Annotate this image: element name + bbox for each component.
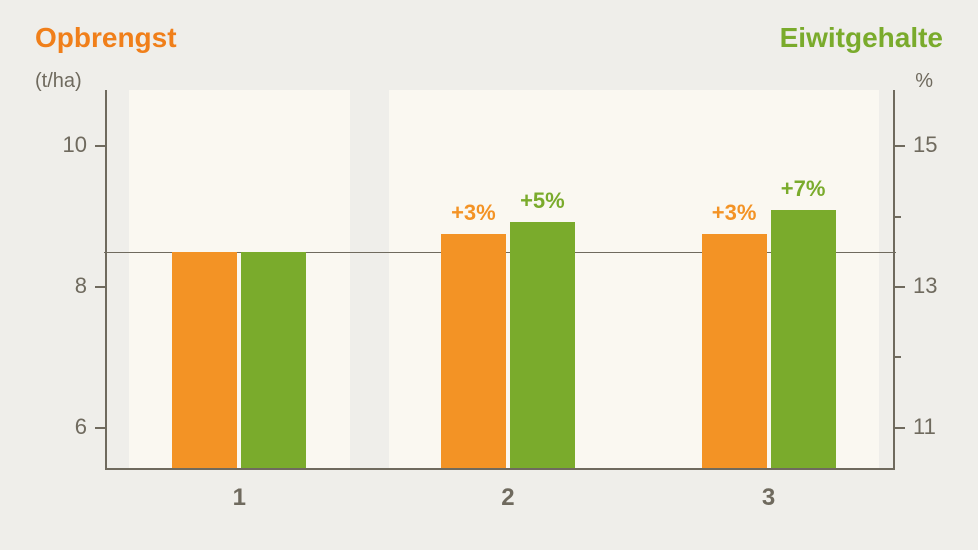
bar-green — [771, 210, 836, 470]
y-axis-left — [105, 90, 107, 470]
delta-label-green: +7% — [757, 176, 850, 202]
tick-left — [95, 145, 105, 147]
x-axis — [105, 468, 895, 470]
bar-orange — [441, 234, 506, 470]
bar-green — [510, 222, 575, 470]
y-label-left: 8 — [47, 273, 87, 299]
tick-left — [95, 286, 105, 288]
bar-orange — [702, 234, 767, 470]
tick-right — [895, 145, 905, 147]
tick-right — [895, 427, 905, 429]
chart-title-left: Opbrengst — [35, 22, 177, 54]
x-axis-label: 1 — [209, 484, 269, 512]
axis-unit-left: (t/ha) — [35, 70, 82, 93]
tick-right-minor — [895, 356, 901, 358]
tick-right — [895, 286, 905, 288]
chart-title-right: Eiwitgehalte — [780, 22, 943, 54]
delta-label-green: +5% — [496, 188, 589, 214]
y-label-right: 11 — [913, 414, 953, 440]
chart-panel — [129, 90, 350, 468]
tick-right-minor — [895, 216, 901, 218]
plot-area: 1+3%+5%2+3%+7%36810111315 — [105, 90, 895, 470]
axis-unit-right: % — [915, 70, 933, 93]
y-label-right: 15 — [913, 132, 953, 158]
y-label-left: 6 — [47, 414, 87, 440]
bar-orange — [172, 252, 237, 470]
delta-label-orange: +3% — [688, 200, 781, 226]
y-label-left: 10 — [47, 132, 87, 158]
y-label-right: 13 — [913, 273, 953, 299]
x-axis-label: 3 — [739, 484, 799, 512]
bar-green — [241, 252, 306, 470]
x-axis-label: 2 — [478, 484, 538, 512]
tick-left — [95, 427, 105, 429]
